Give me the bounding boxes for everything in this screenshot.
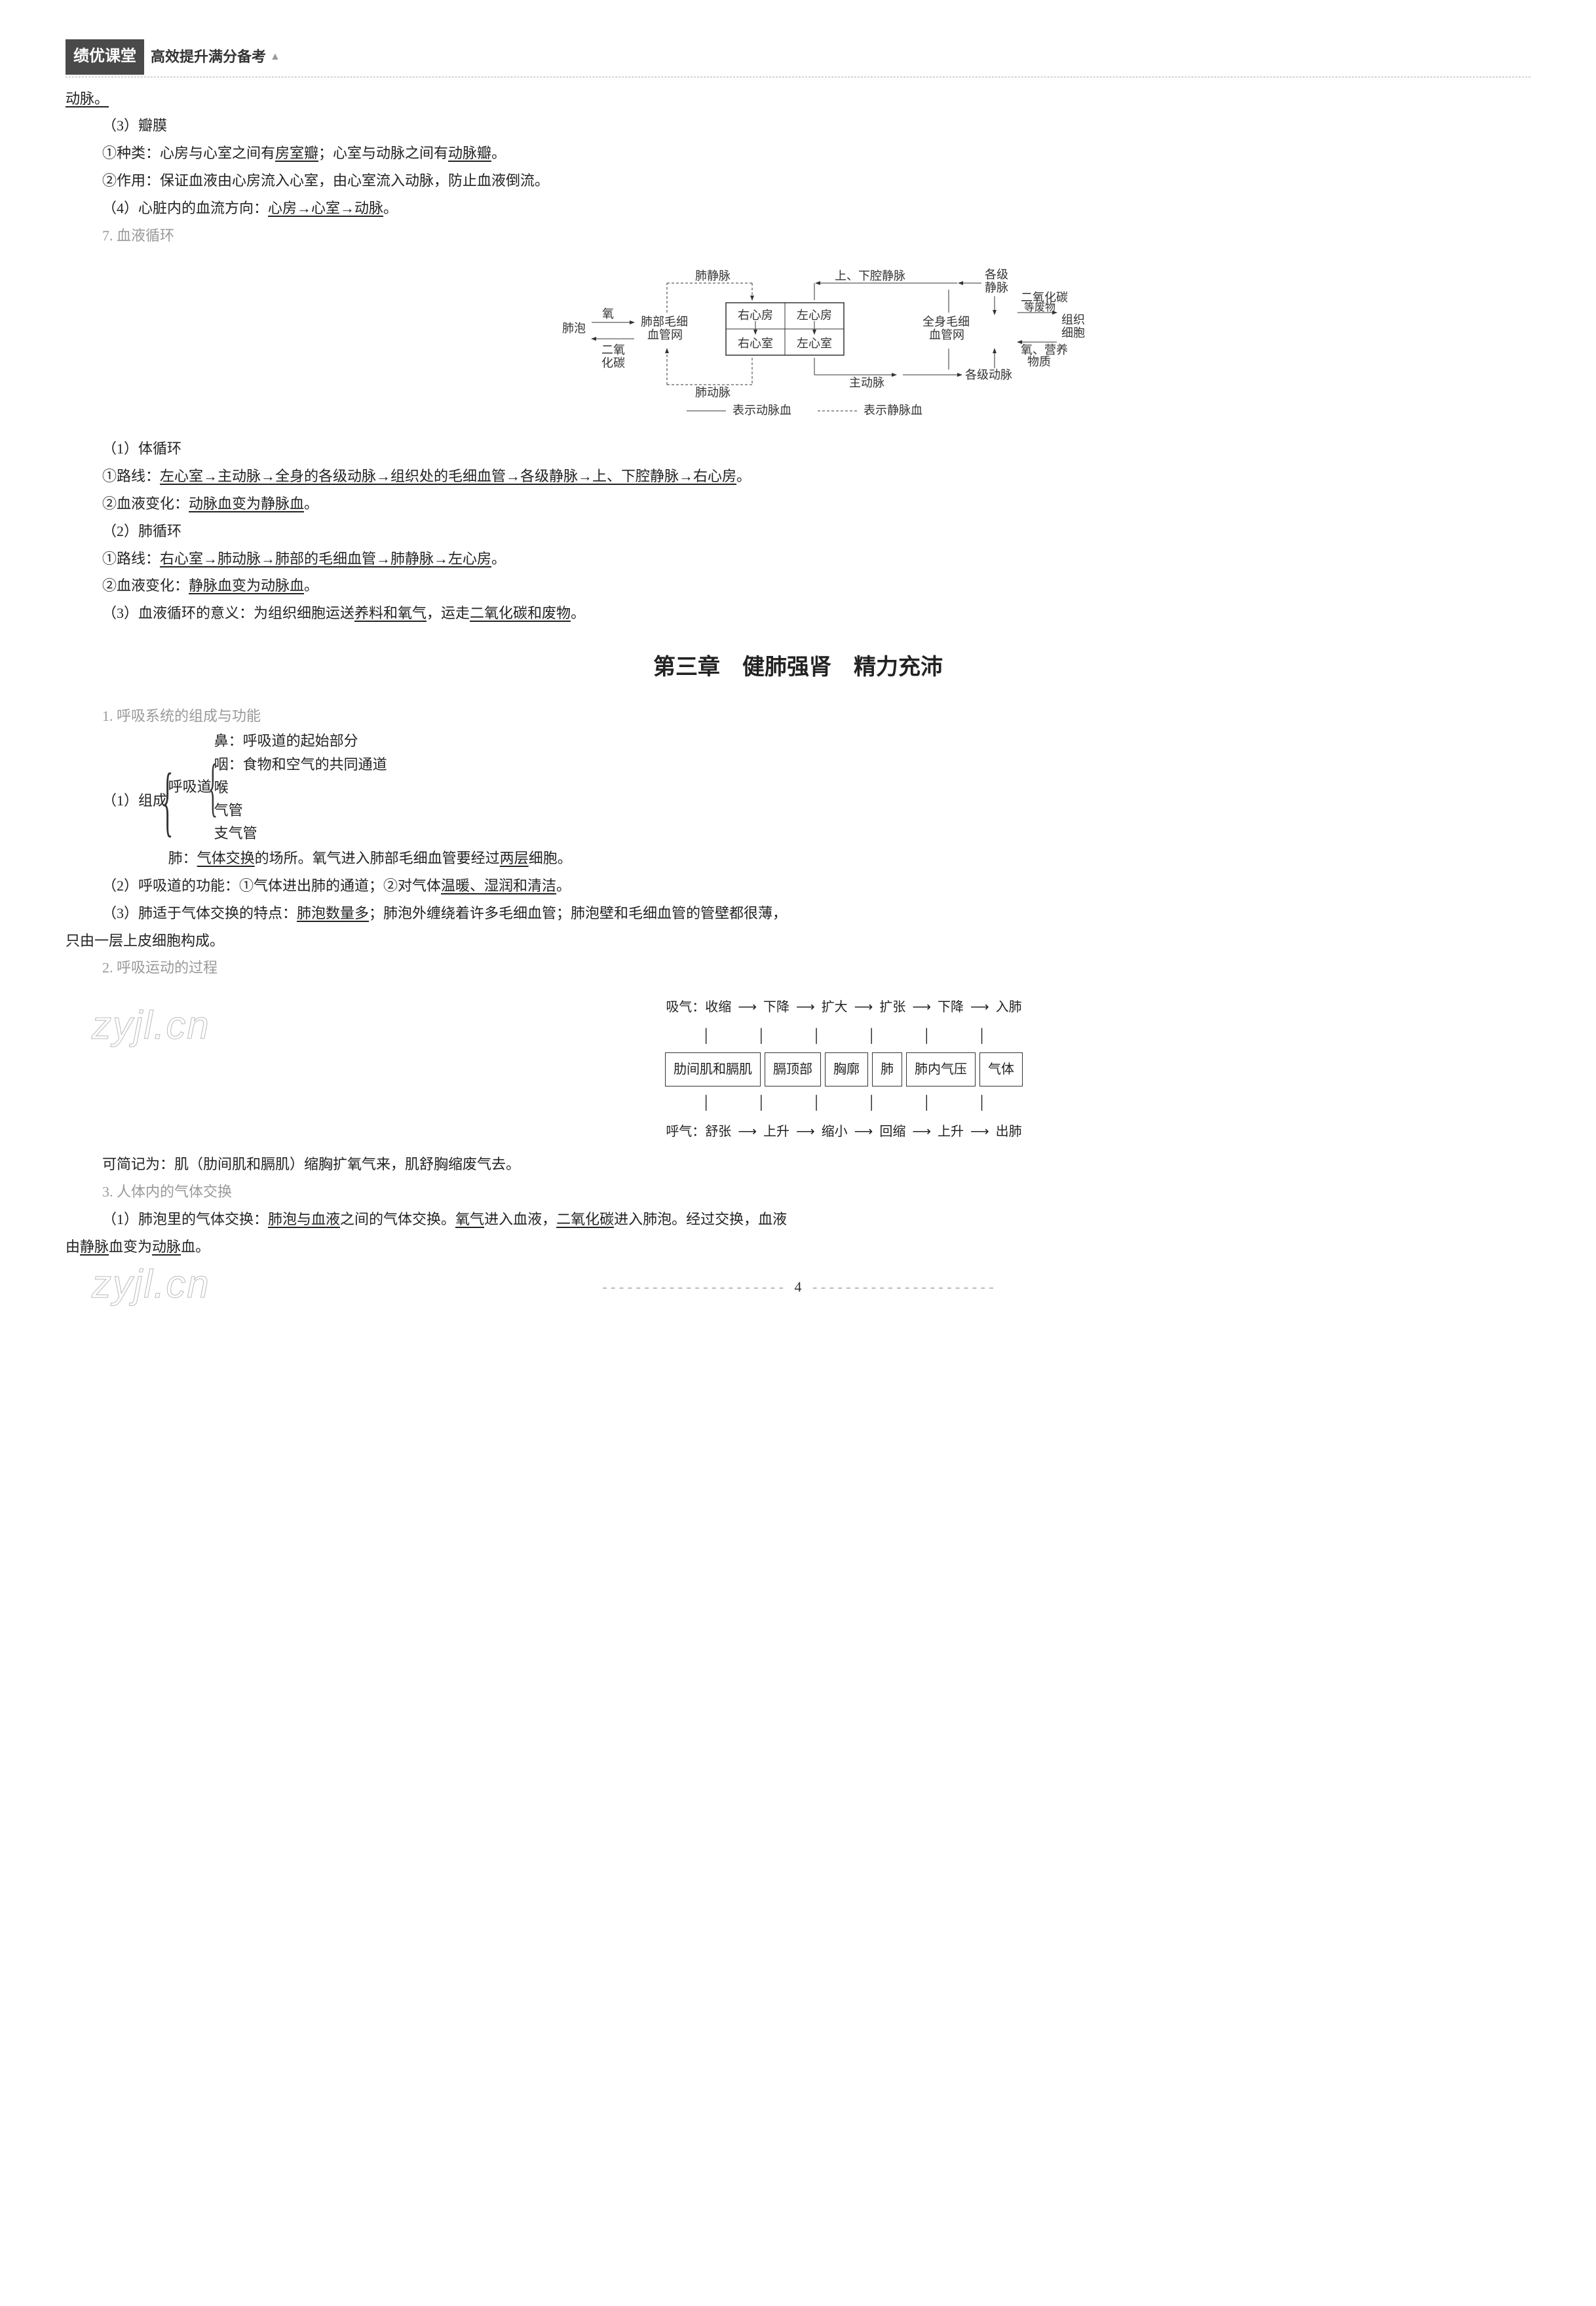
svg-text:物质: 物质 — [1027, 355, 1051, 368]
flow-boxes: 肋间肌和膈肌 膈顶部 胸廓 肺 肺内气压 气体 — [157, 1052, 1530, 1086]
svg-text:左心室: 左心室 — [797, 337, 832, 350]
section-heading: 1. 呼吸系统的组成与功能 — [102, 702, 1530, 730]
flow-connectlines: ││││││ — [157, 1024, 1530, 1048]
svg-text:二氧: 二氧 — [601, 343, 625, 356]
brace-lung-line: 肺：气体交换的场所。氧气进入肺部毛细血管要经过两层细胞。 — [168, 845, 572, 872]
watermark: zyjl.cn — [92, 1247, 210, 1322]
text-line: ①路线：右心室→肺动脉→肺部的毛细血管→肺静脉→左心房。 — [102, 545, 1530, 573]
brace-icon: { — [162, 761, 173, 840]
svg-text:肺静脉: 肺静脉 — [695, 269, 731, 282]
svg-text:氧、营养: 氧、营养 — [1021, 343, 1068, 356]
breathing-diagram: 吸气：收缩⟶ 下降⟶ 扩大⟶ 扩张⟶ 下降⟶ 入肺 ││││││ 肋间肌和膈肌 … — [157, 995, 1530, 1144]
svg-text:血管网: 血管网 — [647, 328, 683, 341]
text-line: ②血液变化：静脉血变为动脉血。 — [102, 572, 1530, 600]
svg-text:肺泡: 肺泡 — [562, 322, 586, 335]
brace-sublabel: 呼吸道 — [168, 773, 212, 801]
text-line: （4）心脏内的血流方向：心房→心室→动脉。 — [102, 195, 1530, 222]
svg-text:左心房: 左心房 — [797, 309, 832, 322]
header-brand: 绩优课堂 — [66, 39, 144, 75]
svg-text:组织: 组织 — [1061, 313, 1085, 326]
svg-text:化碳: 化碳 — [601, 356, 625, 370]
text-line: 只由一层上皮细胞构成。 — [66, 927, 1530, 955]
page-number: - - - - - - - - - - - - - - - - - - - - … — [66, 1273, 1530, 1301]
text-line: 可简记为：肌（肋间肌和膈肌）缩胸扩氧气来，肌舒胸缩废气去。 — [102, 1151, 1530, 1178]
svg-text:主动脉: 主动脉 — [849, 376, 884, 389]
text-line: ①种类：心房与心室之间有房室瓣；心室与动脉之间有动脉瓣。 — [102, 140, 1530, 167]
text-line: 动脉。 — [66, 85, 1530, 113]
svg-text:肺动脉: 肺动脉 — [695, 386, 731, 399]
svg-text:全身毛细: 全身毛细 — [922, 315, 970, 328]
page-header: 绩优课堂 高效提升满分备考 ▲ — [66, 39, 1530, 77]
text-line: 由静脉血变为动脉血。 — [66, 1233, 1530, 1261]
text-line: （1）肺泡里的气体交换：肺泡与血液之间的气体交换。氧气进入血液，二氧化碳进入肺泡… — [102, 1206, 1530, 1233]
svg-text:等废物: 等废物 — [1024, 301, 1055, 313]
flow-top: 吸气：收缩⟶ 下降⟶ 扩大⟶ 扩张⟶ 下降⟶ 入肺 — [157, 995, 1530, 1020]
svg-text:肺部毛细: 肺部毛细 — [641, 315, 688, 328]
text-line: ①路线：左心室→主动脉→全身的各级动脉→组织处的毛细血管→各级静脉→上、下腔静脉… — [102, 463, 1530, 490]
section-heading: 3. 人体内的气体交换 — [102, 1178, 1530, 1206]
svg-text:表示动脉血: 表示动脉血 — [732, 404, 791, 417]
svg-text:细胞: 细胞 — [1061, 326, 1085, 339]
svg-text:氧: 氧 — [602, 307, 614, 320]
brace-items: 鼻：呼吸道的起始部分 咽：食物和空气的共同通道 喉 气管 支气管 — [214, 729, 387, 845]
brace-composition: （1）组成 { 呼吸道 { 鼻：呼吸道的起始部分 咽：食物和空气的共同通道 喉 … — [102, 729, 1530, 872]
section-heading: 7. 血液循环 — [102, 222, 1530, 250]
circulation-diagram: 右心房 左心房 右心室 左心室 肺泡 氧 二氧化碳 肺部毛细血管网 肺静脉 肺动… — [503, 257, 1093, 427]
brace-icon: { — [208, 754, 217, 820]
flow-connectlines: ││││││ — [157, 1090, 1530, 1115]
text-line: （3）瓣膜 — [102, 112, 1530, 140]
triangle-icon: ▲ — [270, 47, 280, 67]
text-line: （2）肺循环 — [102, 518, 1530, 545]
svg-text:表示静脉血: 表示静脉血 — [864, 404, 922, 417]
flow-bottom: 呼气：舒张⟶ 上升⟶ 缩小⟶ 回缩⟶ 上升⟶ 出肺 — [157, 1119, 1530, 1144]
svg-text:右心房: 右心房 — [738, 309, 773, 322]
text-line: ②血液变化：动脉血变为静脉血。 — [102, 490, 1530, 518]
svg-text:各级动脉: 各级动脉 — [965, 368, 1012, 381]
svg-text:上、下腔静脉: 上、下腔静脉 — [835, 269, 905, 282]
text-line: （1）体循环 — [102, 435, 1530, 463]
section-heading: 2. 呼吸运动的过程 — [102, 954, 1530, 982]
svg-text:血管网: 血管网 — [929, 328, 964, 341]
brace-label: （1）组成 — [102, 787, 167, 815]
text-line: （3）肺适于气体交换的特点：肺泡数量多；肺泡外缠绕着许多毛细血管；肺泡壁和毛细血… — [102, 900, 1530, 927]
text-line: ②作用：保证血液由心房流入心室，由心室流入动脉，防止血液倒流。 — [102, 167, 1530, 195]
watermark: zyjl.cn — [92, 988, 210, 1063]
svg-text:静脉: 静脉 — [985, 281, 1008, 294]
header-subtitle: 高效提升满分备考 — [151, 43, 266, 71]
text-line: （3）血液循环的意义：为组织细胞运送养料和氧气，运走二氧化碳和废物。 — [102, 600, 1530, 627]
svg-text:右心室: 右心室 — [738, 337, 773, 350]
text-line: （2）呼吸道的功能：①气体进出肺的通道；②对气体温暖、湿润和清洁。 — [102, 872, 1530, 900]
svg-text:各级: 各级 — [985, 268, 1008, 281]
chapter-title: 第三章 健肺强肾 精力充沛 — [66, 647, 1530, 689]
